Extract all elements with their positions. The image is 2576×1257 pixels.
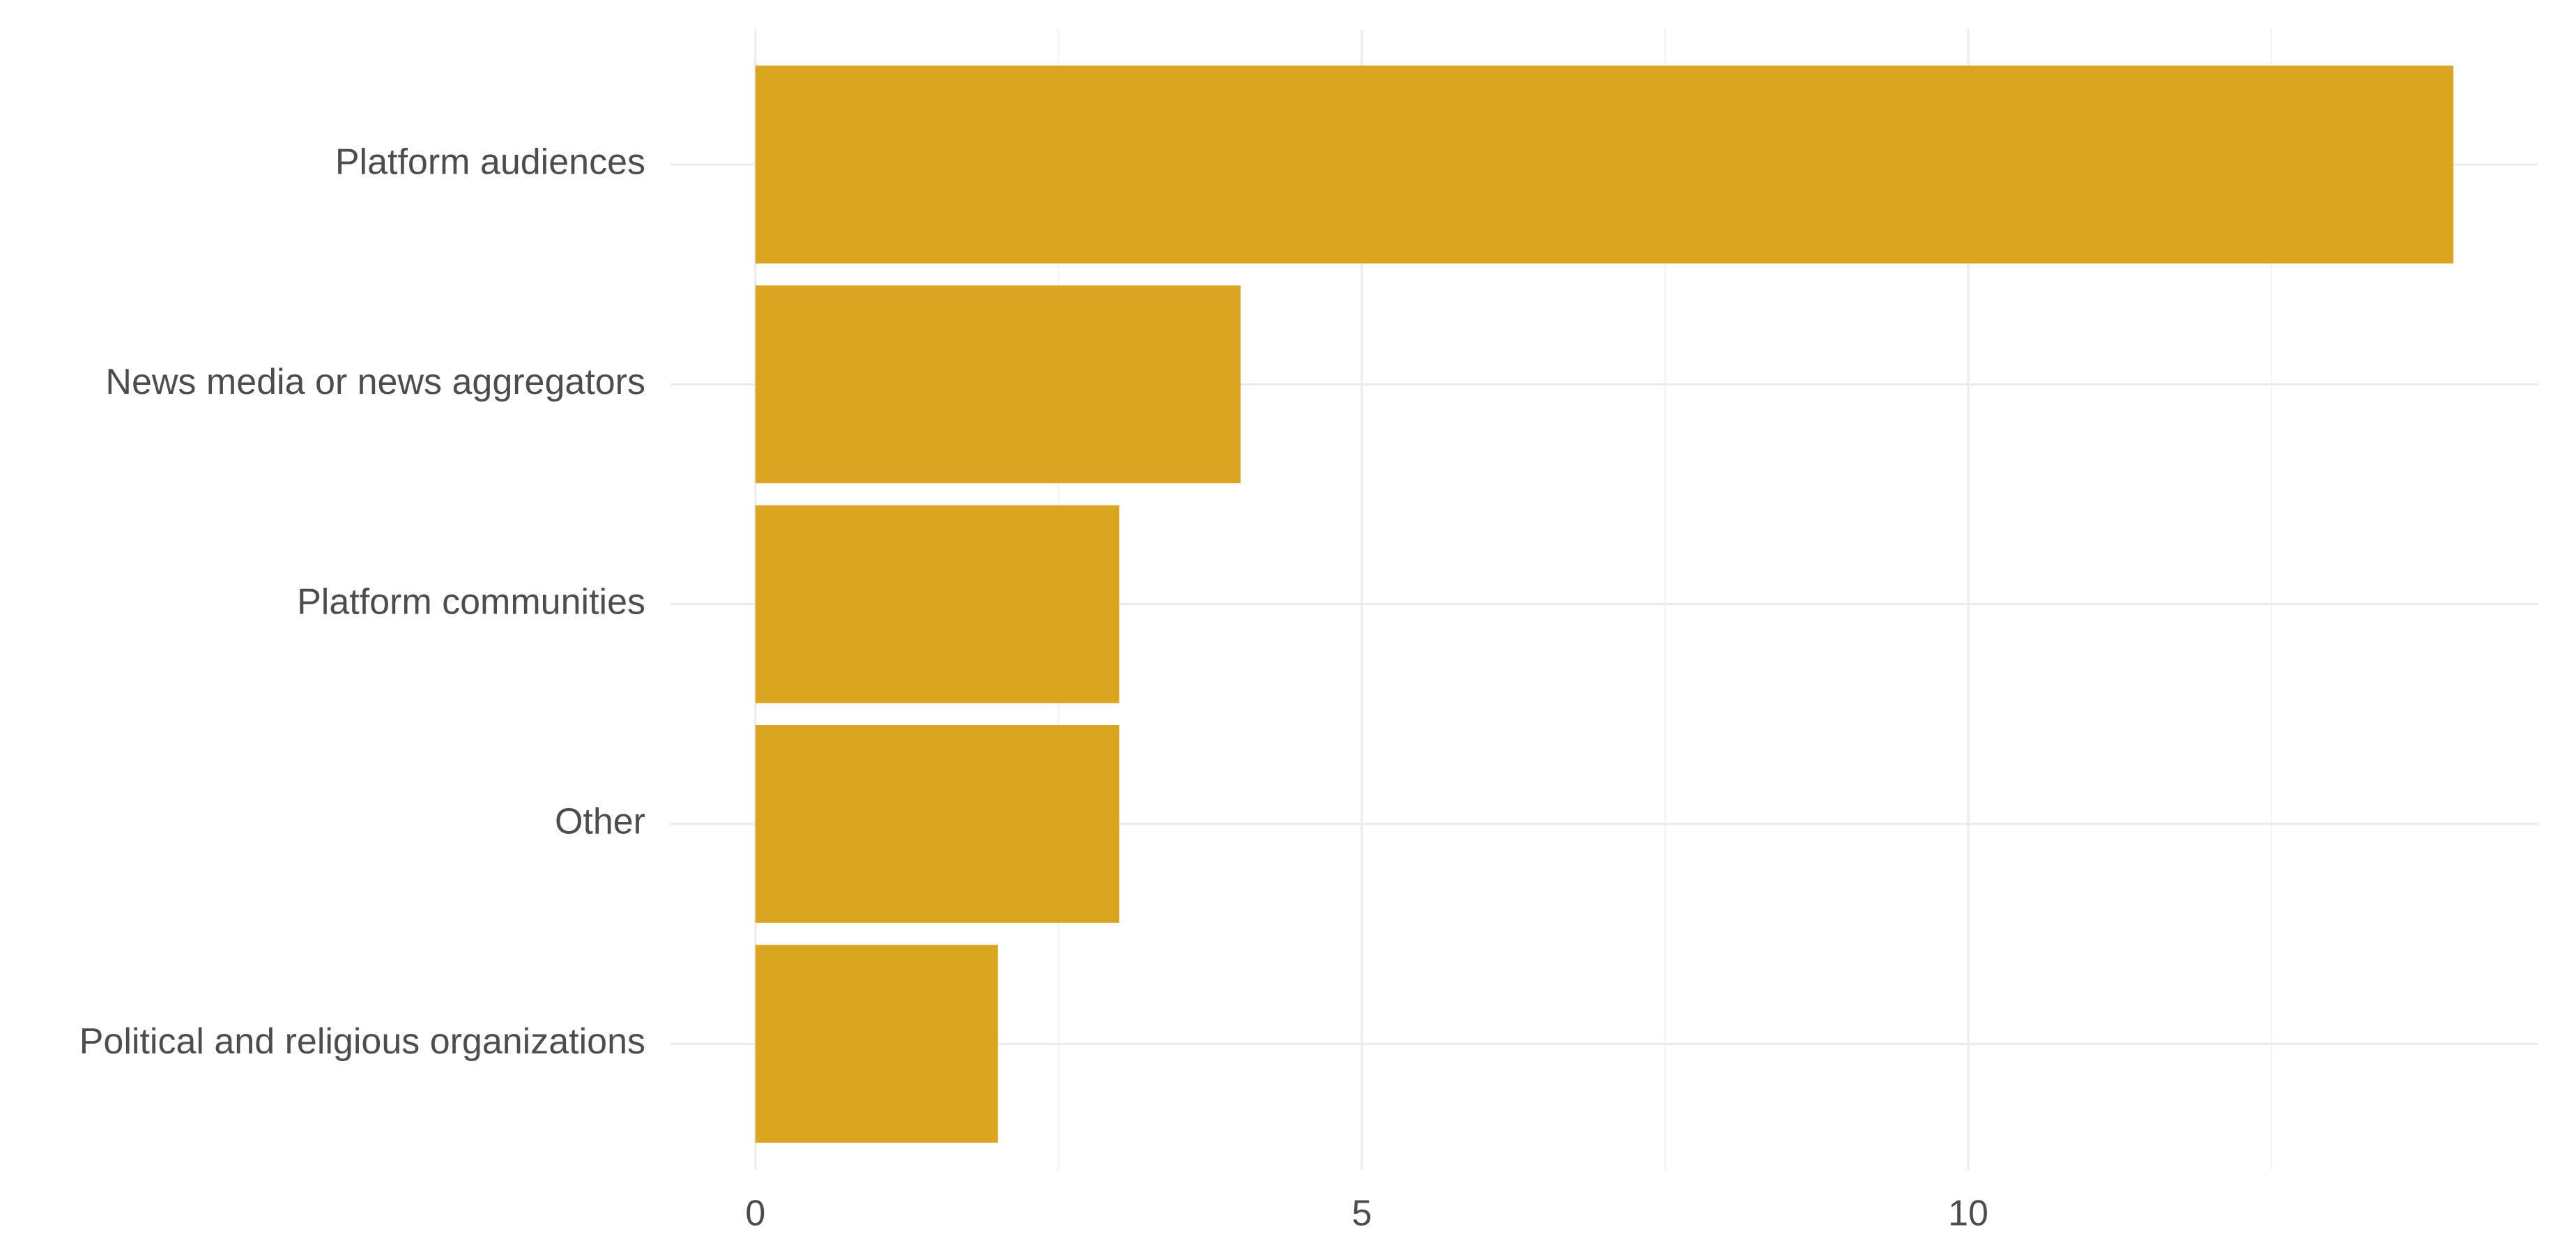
bar (755, 945, 998, 1143)
x-tick-label: 10 (1948, 1194, 1988, 1234)
bar (755, 285, 1241, 484)
y-tick-label: Other (555, 802, 645, 842)
x-tick-label: 5 (1351, 1194, 1372, 1234)
y-tick-label: Platform audiences (335, 142, 645, 183)
y-tick-label: News media or news aggregators (105, 362, 645, 402)
y-tick-label: Political and religious organizations (79, 1021, 645, 1062)
y-tick-label: Platform communities (297, 581, 645, 622)
bar (755, 725, 1119, 923)
bar (755, 505, 1119, 703)
x-tick-label: 0 (745, 1194, 765, 1234)
bar (755, 66, 2454, 264)
